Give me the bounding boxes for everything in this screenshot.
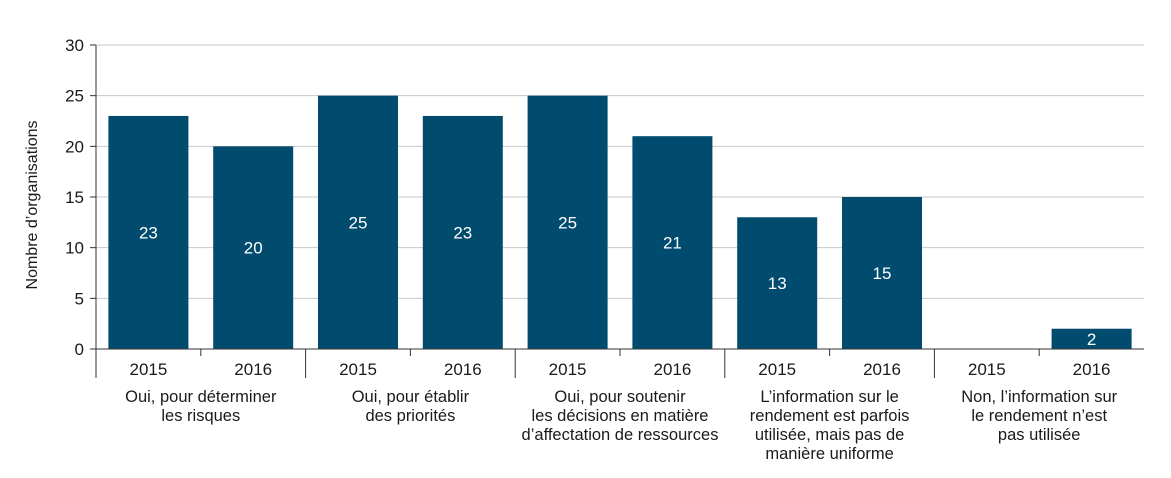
category-label-line: manière uniforme <box>765 445 893 463</box>
bar-2-2015 <box>318 95 398 350</box>
category-label-line: des priorités <box>365 407 455 425</box>
y-tick-label: 25 <box>65 87 84 106</box>
x-tick-label-year: 2016 <box>653 360 691 379</box>
x-tick-label-year: 2015 <box>129 360 167 379</box>
data-label: 25 <box>558 213 577 232</box>
category-label-line: utilisée, mais pas de <box>755 426 905 444</box>
y-tick-label: 10 <box>65 239 84 258</box>
category-label-line: L’information sur le <box>760 388 899 406</box>
category-label-line: les risques <box>161 407 240 425</box>
bar-1-2015 <box>108 115 189 349</box>
x-tick-label-year: 2016 <box>863 360 901 379</box>
category-label-line: Oui, pour soutenir <box>554 388 686 406</box>
bar-5-2016 <box>1051 328 1132 349</box>
y-tick-label: 5 <box>75 289 84 308</box>
data-label: 21 <box>663 234 682 253</box>
data-label: 23 <box>453 223 472 242</box>
axes: 0 5 10 15 20 25 30 <box>65 36 1144 378</box>
bar-1-2016 <box>213 146 294 349</box>
bars <box>108 95 1132 350</box>
y-axis-label: Nombre d’organisations <box>24 121 41 290</box>
x-tick-label-year: 2015 <box>968 360 1006 379</box>
bar-3-2015 <box>527 95 608 350</box>
x-tick-label-year: 2016 <box>1073 360 1111 379</box>
data-label: 23 <box>139 223 158 242</box>
bar-3-2016 <box>632 136 713 349</box>
category-label-line: les décisions en matière <box>531 407 708 425</box>
x-tick-label-year: 2015 <box>339 360 377 379</box>
category-label-line: Oui, pour déterminer <box>125 388 277 406</box>
data-label: 20 <box>244 239 263 258</box>
data-label: 2 <box>1087 330 1096 349</box>
y-tick-label: 15 <box>65 188 84 207</box>
category-label-line: le rendement n’est <box>971 407 1107 425</box>
category-label-line: pas utilisée <box>998 426 1081 444</box>
data-label: 25 <box>349 213 368 232</box>
category-label-line: d’affectation de ressources <box>522 426 719 444</box>
bar-4-2015 <box>737 217 818 349</box>
y-tick-label: 0 <box>75 340 84 359</box>
x-tick-label-year: 2016 <box>234 360 272 379</box>
bar-4-2016 <box>842 197 922 349</box>
x-tick-label-year: 2015 <box>758 360 796 379</box>
y-tick-label: 20 <box>65 137 84 156</box>
x-tick-label-year: 2016 <box>444 360 482 379</box>
y-tick-label: 30 <box>65 36 84 55</box>
category-label-line: Non, l’information sur <box>961 388 1117 406</box>
x-tick-label-year: 2015 <box>549 360 587 379</box>
category-label-line: rendement est parfois <box>750 407 910 425</box>
data-label: 15 <box>873 264 892 283</box>
category-label-line: Oui, pour établir <box>352 388 470 406</box>
bar-2-2016 <box>422 115 503 349</box>
data-label: 13 <box>768 274 787 293</box>
